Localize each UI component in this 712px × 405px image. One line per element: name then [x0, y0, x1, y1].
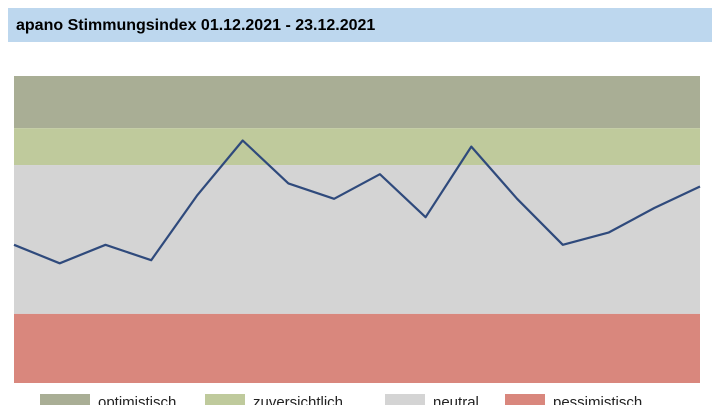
- legend-swatch: [40, 394, 90, 405]
- chart-title: apano Stimmungsindex 01.12.2021 - 23.12.…: [16, 17, 375, 34]
- band: [14, 76, 700, 129]
- legend-label: pessimistisch: [553, 394, 642, 405]
- title-bar: [8, 8, 712, 42]
- legend-swatch: [385, 394, 425, 405]
- legend-swatch: [505, 394, 545, 405]
- line: [13, 139, 701, 265]
- legend-label: optimistisch: [98, 394, 176, 405]
- band: [14, 313, 700, 383]
- legend-label: zuversichtlich: [253, 394, 343, 405]
- legend-swatch: [205, 394, 245, 405]
- legend-label: neutral: [433, 394, 479, 405]
- band: [14, 128, 700, 166]
